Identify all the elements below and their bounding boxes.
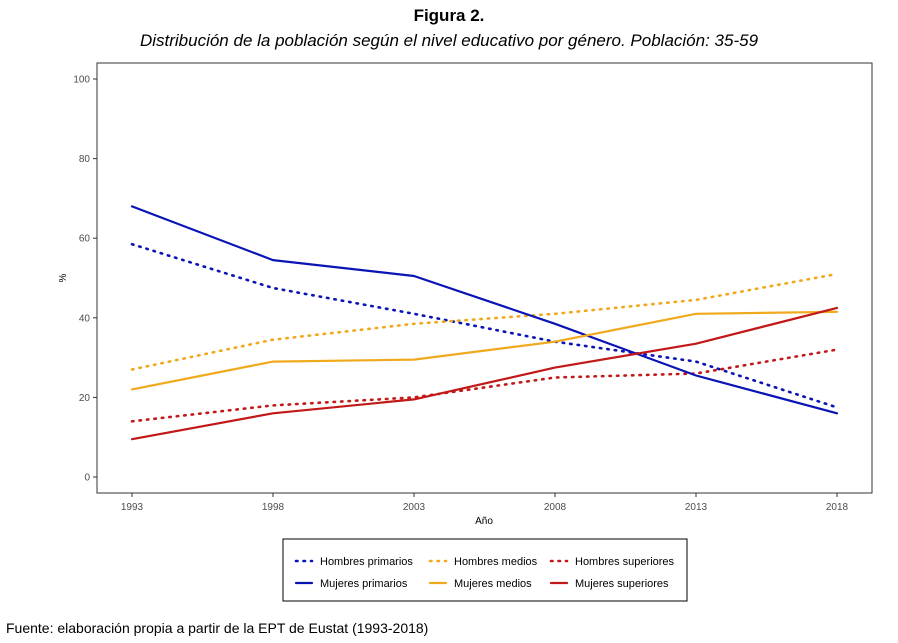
- legend-label-1: Hombres medios: [454, 556, 538, 568]
- legend-label-4: Mujeres medios: [454, 578, 532, 590]
- legend-label-5: Mujeres superiores: [575, 578, 669, 590]
- x-tick-label: 2003: [403, 502, 426, 513]
- series-line-2: [130, 348, 839, 423]
- legend: Hombres primarios Hombres medios Hombres s…: [282, 538, 688, 602]
- series-layer: [130, 205, 839, 441]
- x-axis-title: Año: [475, 516, 493, 527]
- x-tick-label: 2013: [685, 502, 708, 513]
- series-line-0: [130, 242, 839, 409]
- y-tick-label: 80: [79, 154, 91, 165]
- x-axis: 1993 1998 2003 2008 2013 2018: [121, 493, 849, 513]
- x-tick-label: 2018: [826, 502, 849, 513]
- series-line-1: [130, 272, 839, 371]
- series-line-3: [130, 205, 839, 415]
- y-axis-title: %: [58, 273, 69, 282]
- legend-box: [282, 538, 688, 602]
- figure-subtitle: Distribución de la población según el ni…: [139, 31, 759, 50]
- source-note: Fuente: elaboración propia a partir de l…: [6, 620, 429, 636]
- series-line-4: [130, 310, 839, 391]
- plot-panel: [96, 62, 873, 494]
- y-tick-label: 40: [79, 313, 91, 324]
- y-tick-label: 20: [79, 393, 91, 404]
- x-tick-label: 2008: [544, 502, 567, 513]
- y-tick-label: 0: [84, 473, 90, 484]
- figure-title: Figura 2.: [413, 6, 485, 25]
- x-tick-label: 1993: [121, 502, 144, 513]
- y-tick-label: 100: [73, 75, 90, 86]
- legend-label-0: Hombres primarios: [320, 556, 413, 568]
- legend-label-2: Hombres superiores: [575, 556, 675, 568]
- legend-label-3: Mujeres primarios: [320, 578, 408, 590]
- x-tick-label: 1998: [262, 502, 285, 513]
- y-axis: 0 20 40 60 80 100: [73, 75, 97, 484]
- series-line-5: [130, 306, 839, 441]
- y-tick-label: 60: [79, 234, 91, 245]
